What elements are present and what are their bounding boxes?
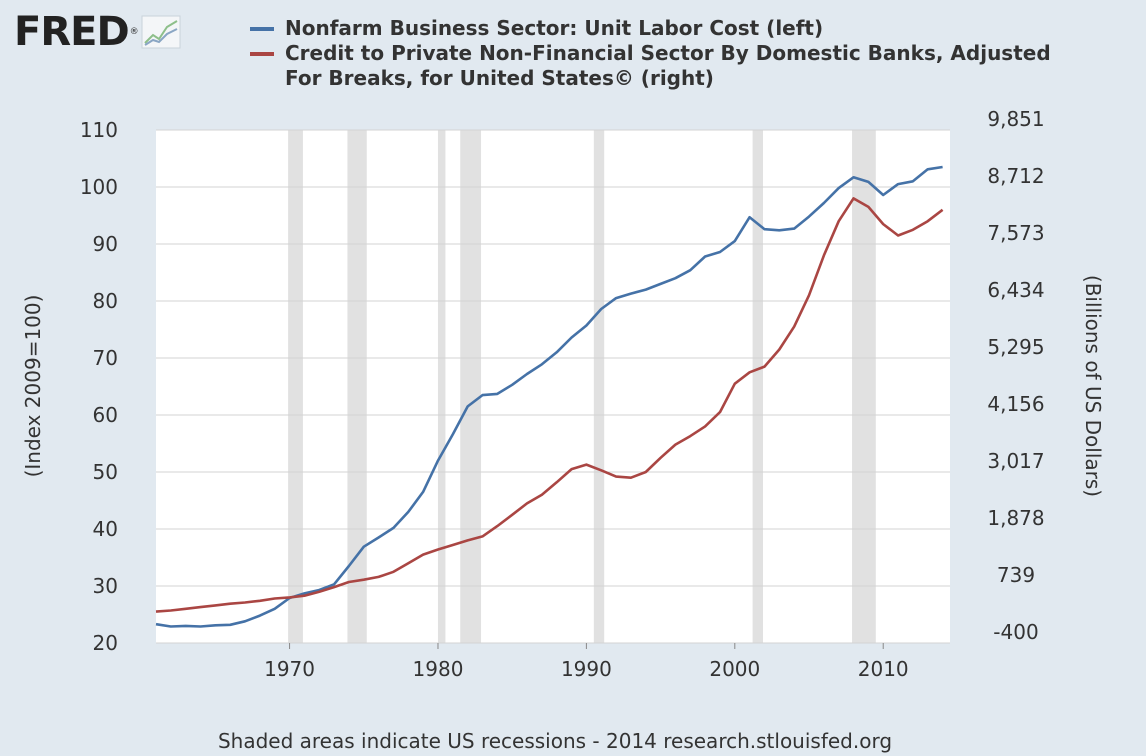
recession-band (288, 130, 303, 643)
series-line-unit-labor-cost[interactable] (155, 165, 943, 628)
recession-band (852, 130, 876, 643)
recession-band (460, 130, 482, 643)
x-tick-label: 1970 (264, 657, 315, 681)
left-tick-label: 70 (93, 346, 118, 370)
right-tick-label: 6,434 (987, 278, 1044, 302)
fred-logo[interactable]: FRED ® (14, 12, 181, 52)
recession-bands (288, 130, 876, 643)
chart-legend: Nonfarm Business Sector: Unit Labor Cost… (250, 16, 1085, 91)
legend-label: Credit to Private Non-Financial Sector B… (285, 41, 1051, 90)
legend-item-private-credit[interactable]: Credit to Private Non-Financial Sector B… (250, 41, 1085, 91)
x-tick-label: 2010 (858, 657, 909, 681)
footer-note: Shaded areas indicate US recessions - 20… (217, 729, 893, 753)
right-tick-label: 3,017 (987, 449, 1044, 473)
recession-band (347, 130, 367, 643)
left-tick-label: 30 (93, 574, 118, 598)
right-tick-label: -400 (993, 620, 1038, 644)
plot-area (156, 130, 950, 643)
x-tick-label: 1980 (413, 657, 464, 681)
tick-labels: 20 30 40 50 60 70 80 90 100 110 -400 739 1,878 3,017 4… (80, 107, 1045, 681)
gridlines (156, 129, 950, 644)
fred-logo-text: FRED (14, 9, 130, 55)
recession-band (593, 130, 605, 643)
recession-band (437, 130, 446, 643)
legend-label: Nonfarm Business Sector: Unit Labor Cost… (285, 16, 824, 40)
right-tick-label: 8,712 (987, 164, 1044, 188)
x-tick-label: 2000 (709, 657, 760, 681)
right-tick-label: 7,573 (987, 221, 1044, 245)
x-tick-label: 1990 (561, 657, 612, 681)
registered-mark: ® (129, 27, 139, 37)
right-axis-title: (Billions of US Dollars) (1081, 275, 1105, 497)
left-tick-label: 100 (80, 175, 118, 199)
right-tick-label: 739 (997, 563, 1035, 587)
right-tick-label: 5,295 (987, 335, 1044, 359)
left-axis-title: (Index 2009=100) (21, 295, 45, 478)
trend-chart-icon (141, 15, 181, 49)
right-tick-label: 4,156 (987, 392, 1044, 416)
series-lines (155, 165, 944, 628)
left-tick-label: 80 (93, 289, 118, 313)
legend-swatch-blue (250, 27, 274, 31)
right-tick-label: 1,878 (987, 506, 1044, 530)
left-tick-label: 60 (93, 403, 118, 427)
legend-swatch-red (250, 52, 274, 56)
legend-item-unit-labor-cost[interactable]: Nonfarm Business Sector: Unit Labor Cost… (250, 16, 1085, 41)
left-tick-label: 110 (80, 118, 118, 142)
right-tick-label: 9,851 (987, 107, 1044, 131)
left-tick-label: 50 (93, 460, 118, 484)
recession-band (752, 130, 764, 643)
series-line-private-credit[interactable] (155, 197, 944, 613)
left-tick-label: 90 (93, 232, 118, 256)
left-tick-label: 40 (93, 517, 118, 541)
left-tick-label: 20 (93, 631, 118, 655)
